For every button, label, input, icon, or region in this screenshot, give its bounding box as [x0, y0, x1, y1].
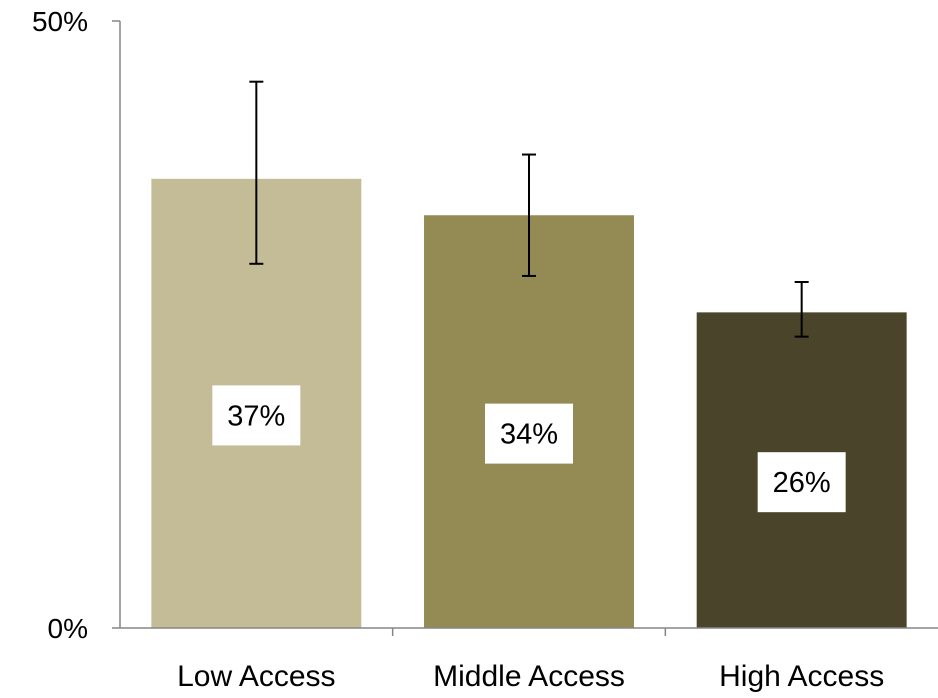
y-tick-label-2: 50% [32, 6, 88, 37]
category-label-2: Middle Access [433, 660, 625, 693]
category-label-3: High Access [719, 660, 884, 693]
y-tick-label-1: 0% [48, 613, 88, 644]
data-label-text: 26% [773, 467, 831, 499]
data-label-text: 37% [227, 400, 285, 432]
data-label-2: 34% [485, 404, 573, 464]
data-label-3: 26% [758, 452, 846, 512]
data-label-text: 34% [500, 419, 558, 451]
data-label-1: 37% [212, 385, 300, 445]
category-label-1: Low Access [177, 660, 335, 693]
